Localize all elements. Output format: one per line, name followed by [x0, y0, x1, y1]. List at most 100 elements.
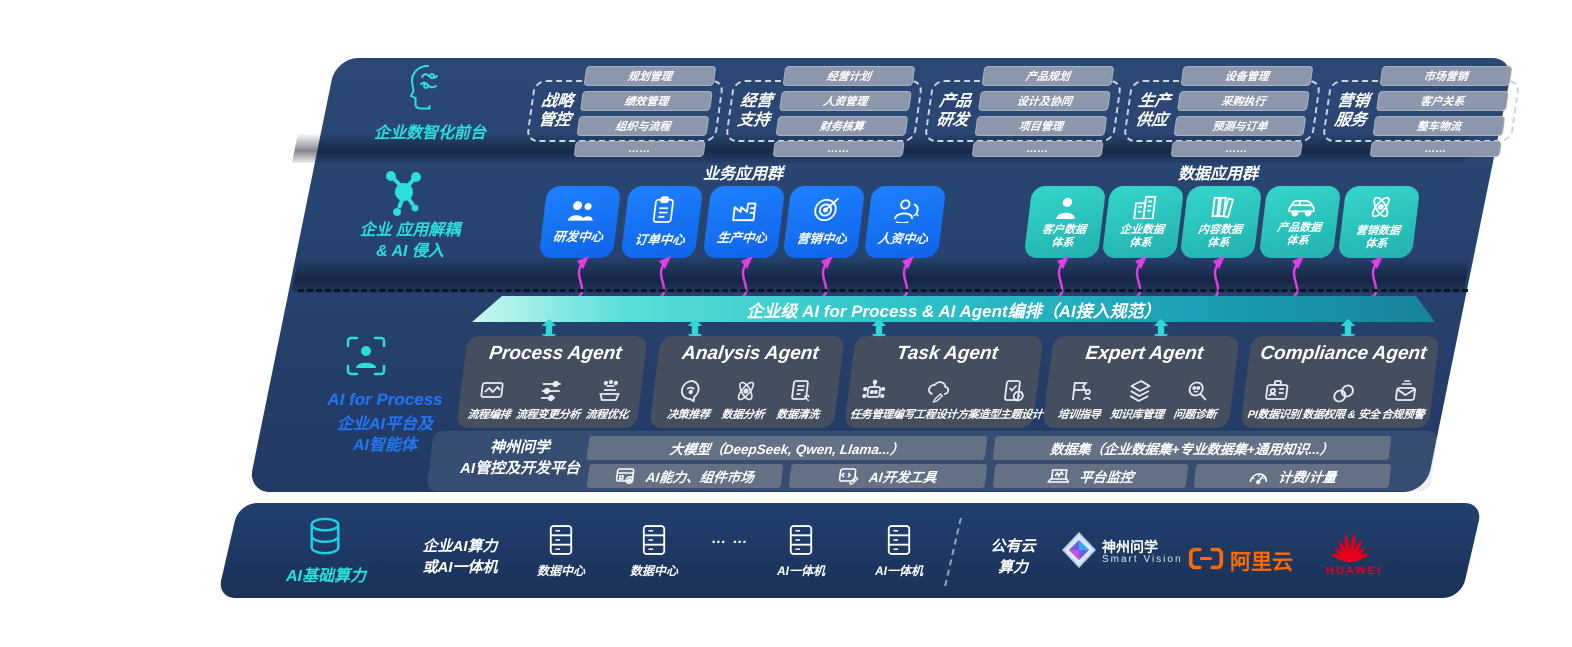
- atom-icon: [1371, 196, 1390, 217]
- node-label: AI一体机: [874, 564, 923, 578]
- smart-vision-subname: Smart Vision: [1102, 554, 1183, 565]
- sliders-icon: [540, 380, 561, 402]
- platform-cell-devtools: AI开发工具: [788, 464, 988, 488]
- gauge-icon: [1249, 473, 1267, 485]
- group-title: 生产 供应: [1134, 93, 1172, 129]
- doc-clean-icon: [790, 380, 810, 402]
- front-group-operation: 经营 支持 经营计划 人资管理 财务核算 ……: [724, 65, 924, 157]
- rings-icon: [1333, 384, 1354, 403]
- flow-arrow: [655, 256, 681, 300]
- data-app-group-title: 数据应用群: [1177, 166, 1258, 183]
- flow-arrow: [898, 256, 924, 300]
- atom-icon: [737, 381, 755, 401]
- app-box-hr-center: 人资中心: [863, 186, 947, 258]
- flow-arrow: [737, 256, 763, 300]
- laptop-chart-icon: [1046, 469, 1070, 483]
- agent-card-analysis: Analysis Agent 决策推荐 数据分析 数据清洗: [649, 336, 845, 428]
- data-box-customer: 客户数据体系: [1023, 186, 1107, 258]
- mail-alert-icon: [1395, 380, 1416, 401]
- clipboard-icon: [652, 196, 674, 223]
- node-label: 数据中心: [536, 564, 585, 578]
- app-box-rd-center: 研发中心: [538, 186, 622, 258]
- chip: 规划管理: [583, 65, 717, 86]
- team-icon: [567, 201, 593, 221]
- chip: 市场营销: [1379, 65, 1513, 86]
- infra-layer-label: AI基础算力: [285, 568, 366, 585]
- node-label: 数据中心: [629, 564, 678, 578]
- agent-card-process: Process Agent 流程编排 流程变更分析 流程优化: [456, 336, 648, 428]
- data-box-product: 产品数据体系: [1258, 186, 1342, 258]
- flow-arrow: [1131, 256, 1157, 300]
- huawei-logo: [1328, 528, 1372, 564]
- app-box-marketing-center: 营销中心: [782, 186, 866, 258]
- market-icon: [615, 468, 635, 485]
- flow-arrow: [1288, 256, 1314, 300]
- front-group-marketing: 营销 服务 市场营销 客户关系 整车物流 ……: [1321, 65, 1521, 157]
- app-layer-label: 企业 应用解耦 & AI 侵入: [359, 222, 461, 260]
- agent-card-expert: Expert Agent 培训指导 知识库管理 问题诊断: [1042, 336, 1240, 428]
- front-group-product: 产品 研发 产品规划 设计及协同 项目管理 ……: [923, 65, 1123, 157]
- smart-vision-logo: [1062, 532, 1096, 568]
- people-flow-icon: [894, 199, 919, 223]
- data-box-marketing: 营销数据体系: [1337, 186, 1421, 258]
- flow-arrow: [1367, 256, 1393, 300]
- platform-cell-monitor: 平台监控: [992, 464, 1189, 488]
- layer-dashed-separator: [298, 289, 1468, 292]
- agent-card-task: Task Agent 任务管理 编写工程设计方案 造型主题设计: [844, 336, 1044, 428]
- enterprise-compute-label: 企业AI算力 或AI一体机: [422, 538, 498, 576]
- group-title: 经营 支持: [736, 93, 774, 129]
- stack-icon: [599, 379, 620, 401]
- chip: 产品规划: [981, 65, 1115, 86]
- chip: ……: [772, 140, 905, 157]
- server-icon: [548, 524, 574, 556]
- layers-icon: [1129, 380, 1151, 402]
- platform-cell-market: AI能力、组件市场: [586, 464, 784, 488]
- molecule-icon: [382, 168, 426, 218]
- customer-icon: [1056, 197, 1075, 219]
- bot-grid-icon: [862, 379, 886, 398]
- chip: ……: [1369, 140, 1502, 157]
- chip: 设计及协同: [978, 90, 1111, 111]
- chip: 采购执行: [1177, 90, 1310, 111]
- cloud-design-icon: [927, 381, 949, 403]
- ai-layer-subtitle: 企业AI平台及 AI智能体: [336, 416, 433, 454]
- model-bar: 大模型（DeepSeek, Qwen, Llama...）: [586, 436, 988, 460]
- flow-arrow: [573, 256, 599, 300]
- bus-arrow: [1339, 319, 1357, 341]
- chip: 预测与订单: [1173, 115, 1307, 136]
- flow-arrow: [1209, 256, 1235, 300]
- app-box-production-center: 生产中心: [702, 186, 786, 258]
- database-icon: [306, 516, 344, 558]
- front-layer-label: 企业数智化前台: [373, 125, 486, 142]
- ai-bus-bar-label: 企业级 AI for Process & AI Agent编排（AI接入规范）: [746, 301, 1161, 321]
- factory-icon: [732, 202, 757, 222]
- target-icon: [814, 197, 839, 222]
- front-group-supply: 生产 供应 设备管理 采购执行 预测与订单 ……: [1122, 65, 1322, 157]
- chip: ……: [1170, 140, 1303, 157]
- alibaba-cloud-name: 阿里云: [1230, 551, 1293, 574]
- huawei-name: HUAWEI: [1326, 565, 1382, 577]
- business-app-group-title: 业务应用群: [702, 166, 783, 183]
- chip: ……: [573, 140, 706, 157]
- bus-arrow: [686, 319, 704, 341]
- chip: 经营计划: [782, 65, 916, 86]
- smart-vision-name: 神州问学: [1102, 539, 1158, 555]
- chip: ……: [971, 140, 1104, 157]
- car-icon: [1288, 199, 1315, 217]
- flow-arrow: [817, 256, 843, 300]
- bus-arrow: [1152, 319, 1170, 341]
- group-title: 产品 研发: [935, 93, 973, 129]
- chip: 整车物流: [1372, 115, 1506, 136]
- data-box-content: 内容数据体系: [1179, 186, 1263, 258]
- public-cloud-label: 公有云 算力: [990, 538, 1036, 576]
- alibaba-cloud-icon: [1188, 546, 1224, 571]
- chip: 财务核算: [775, 115, 909, 136]
- group-title: 战略 管控: [537, 93, 575, 129]
- diagnose-icon: [1188, 381, 1207, 401]
- insight-head-icon: [681, 380, 700, 403]
- building-icon: [1133, 195, 1157, 219]
- server-icon: [886, 524, 912, 556]
- data-box-enterprise: 企业数据体系: [1101, 186, 1185, 258]
- app-box-order-center: 订单中心: [620, 186, 704, 258]
